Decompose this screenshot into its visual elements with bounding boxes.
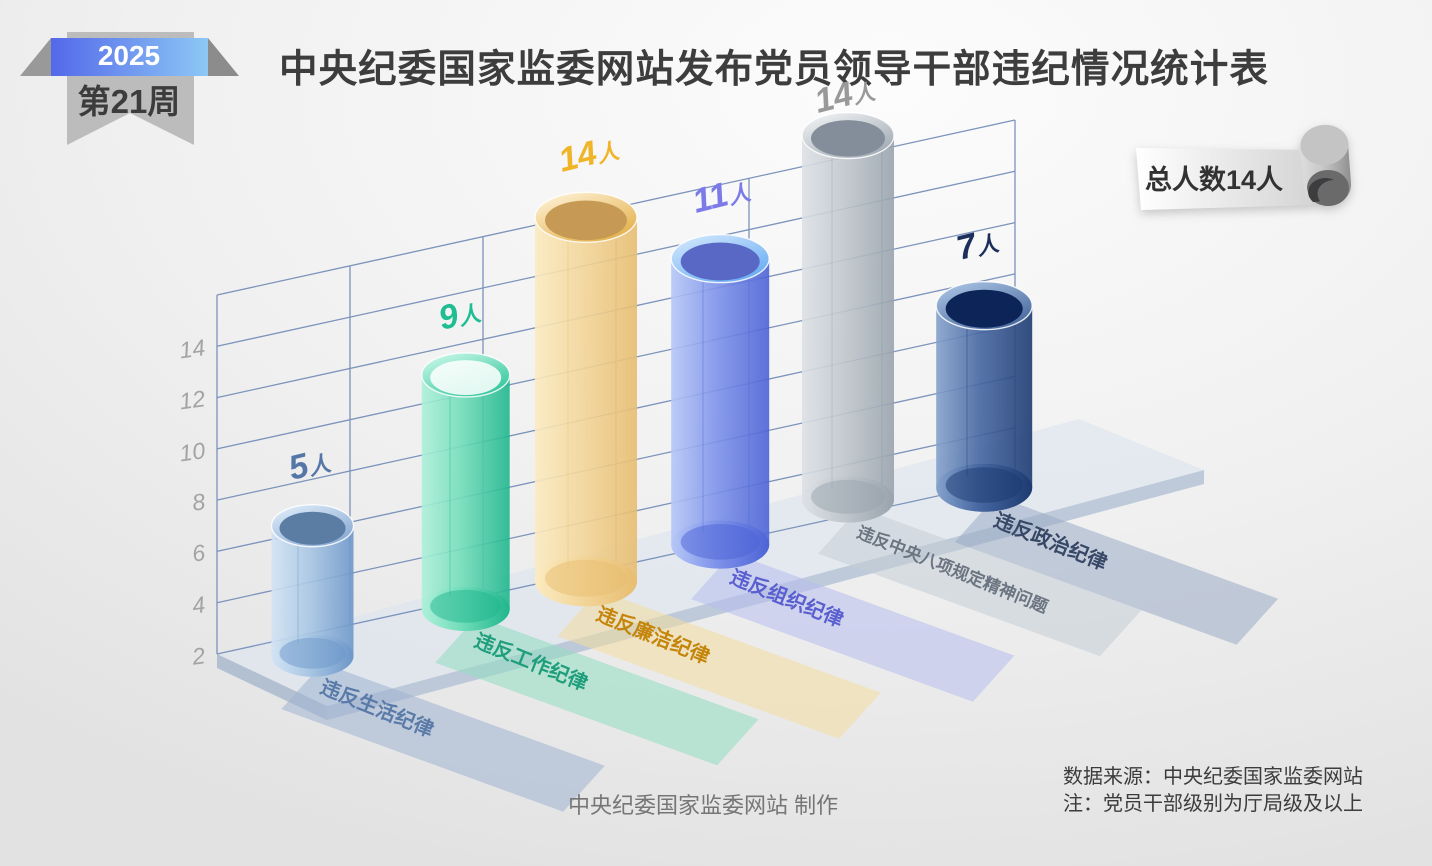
svg-text:12: 12 (178, 385, 207, 414)
svg-text:注：党员干部级别为厅局级及以上: 注：党员干部级别为厅局级及以上 (1063, 792, 1363, 815)
svg-text:14: 14 (178, 334, 207, 363)
svg-text:总人数14人: 总人数14人 (1145, 165, 1283, 195)
svg-text:2025: 2025 (98, 40, 160, 71)
svg-text:中央纪委国家监委网站 制作: 中央纪委国家监委网站 制作 (568, 793, 838, 818)
svg-text:第21周: 第21周 (78, 83, 181, 120)
svg-text:10: 10 (178, 437, 207, 466)
svg-text:中央纪委国家监委网站发布党员领导干部违纪情况统计表: 中央纪委国家监委网站发布党员领导干部违纪情况统计表 (279, 48, 1269, 91)
svg-text:数据来源：中央纪委国家监委网站: 数据来源：中央纪委国家监委网站 (1063, 765, 1363, 788)
